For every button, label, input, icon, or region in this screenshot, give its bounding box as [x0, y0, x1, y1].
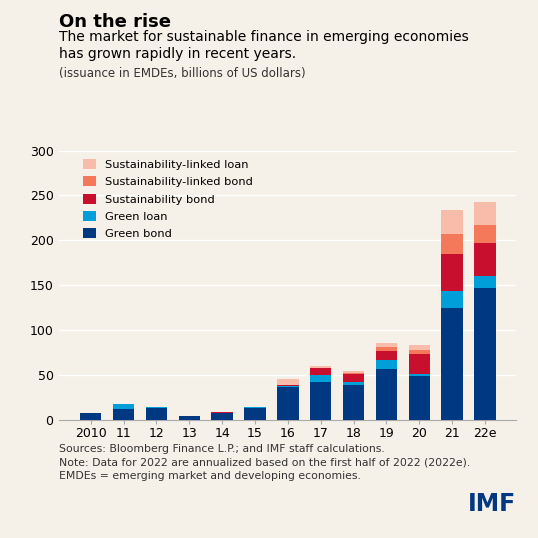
- Bar: [376, 347, 397, 351]
- Bar: [475, 225, 495, 243]
- Bar: [442, 254, 463, 292]
- Bar: [376, 343, 397, 347]
- Bar: [343, 374, 364, 382]
- Text: On the rise: On the rise: [59, 13, 171, 31]
- Bar: [113, 405, 134, 409]
- Bar: [442, 292, 463, 308]
- Bar: [442, 210, 463, 234]
- Bar: [277, 379, 299, 385]
- Bar: [408, 354, 430, 374]
- Bar: [277, 386, 299, 387]
- Bar: [343, 373, 364, 374]
- Bar: [113, 409, 134, 420]
- Bar: [475, 288, 495, 420]
- Bar: [408, 345, 430, 350]
- Bar: [310, 366, 331, 367]
- Bar: [475, 243, 495, 276]
- Text: (issuance in EMDEs, billions of US dollars): (issuance in EMDEs, billions of US dolla…: [59, 67, 306, 80]
- Bar: [442, 308, 463, 420]
- Bar: [179, 416, 200, 420]
- Bar: [376, 351, 397, 360]
- Bar: [408, 374, 430, 376]
- Bar: [408, 376, 430, 420]
- Bar: [310, 375, 331, 382]
- Bar: [277, 387, 299, 420]
- Bar: [408, 350, 430, 354]
- Text: The market for sustainable finance in emerging economies
has grown rapidly in re: The market for sustainable finance in em…: [59, 30, 469, 61]
- Bar: [244, 408, 266, 420]
- Bar: [376, 369, 397, 420]
- Bar: [277, 385, 299, 386]
- Bar: [146, 407, 167, 408]
- Bar: [310, 367, 331, 375]
- Bar: [376, 360, 397, 369]
- Bar: [310, 382, 331, 420]
- Bar: [244, 407, 266, 408]
- Bar: [442, 234, 463, 254]
- Bar: [343, 385, 364, 420]
- Legend: Sustainability-linked loan, Sustainability-linked bond, Sustainability bond, Gre: Sustainability-linked loan, Sustainabili…: [83, 159, 253, 239]
- Bar: [80, 413, 101, 420]
- Text: IMF: IMF: [468, 492, 516, 516]
- Bar: [211, 413, 233, 420]
- Bar: [343, 371, 364, 373]
- Bar: [146, 408, 167, 420]
- Bar: [475, 202, 495, 225]
- Bar: [475, 276, 495, 288]
- Text: Sources: Bloomberg Finance L.P.; and IMF staff calculations.
Note: Data for 2022: Sources: Bloomberg Finance L.P.; and IMF…: [59, 444, 470, 481]
- Bar: [343, 382, 364, 385]
